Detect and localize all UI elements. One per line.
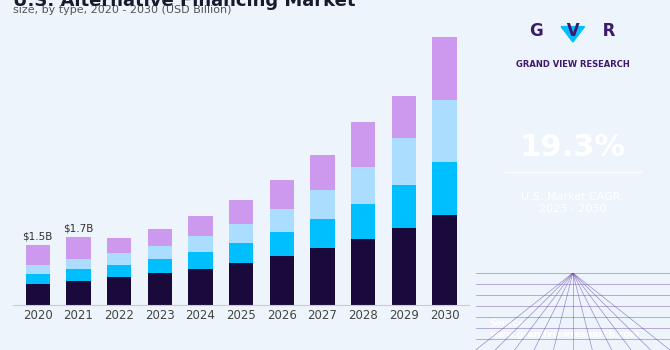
Text: U.S. Market CAGR,
2023 - 2030: U.S. Market CAGR, 2023 - 2030 [521,192,624,214]
Bar [147,273,172,304]
Bar [66,270,90,281]
Bar [432,162,457,215]
Bar [270,209,294,232]
Text: Source:
www.grandviewresearch.com: Source: www.grandviewresearch.com [489,319,639,339]
Bar [351,204,375,239]
Bar [107,265,131,278]
Bar [107,253,131,265]
Bar [392,96,416,138]
Bar [270,256,294,304]
Legend: Peer-to-Peer Lending, Crowdfunding, Invoice Trade, Others: Peer-to-Peer Lending, Crowdfunding, Invo… [53,347,429,350]
Bar [392,138,416,185]
Bar [107,278,131,304]
Bar [229,199,253,224]
Text: GRAND VIEW RESEARCH: GRAND VIEW RESEARCH [516,60,630,69]
Bar [25,245,50,265]
Bar [188,216,213,236]
Text: size, by type, 2020 - 2030 (USD Billion): size, by type, 2020 - 2030 (USD Billion) [13,5,232,15]
Bar [66,281,90,304]
Text: U.S. Alternative Financing Market: U.S. Alternative Financing Market [13,0,356,10]
Bar [351,122,375,167]
Bar [25,284,50,304]
Polygon shape [561,27,585,42]
Bar [392,185,416,228]
Bar [432,100,457,162]
Bar [188,252,213,269]
Bar [310,248,335,304]
Bar [188,269,213,304]
Bar [229,224,253,243]
Text: G    V    R: G V R [530,22,616,41]
Bar [432,215,457,304]
Bar [392,228,416,304]
Bar [310,155,335,190]
Bar [351,239,375,304]
Bar [66,259,90,270]
Bar [310,190,335,219]
Bar [229,262,253,304]
Bar [147,245,172,259]
Text: $1.5B: $1.5B [23,231,53,242]
Bar [25,274,50,284]
Bar [25,265,50,274]
Bar [229,243,253,262]
Text: $1.7B: $1.7B [63,224,94,233]
Bar [107,238,131,253]
Bar [432,37,457,100]
Bar [310,219,335,248]
Bar [147,259,172,273]
Bar [147,229,172,245]
Bar [351,167,375,204]
Text: 19.3%: 19.3% [520,133,626,161]
Bar [188,236,213,252]
Bar [270,180,294,209]
Bar [270,232,294,256]
Bar [66,237,90,259]
